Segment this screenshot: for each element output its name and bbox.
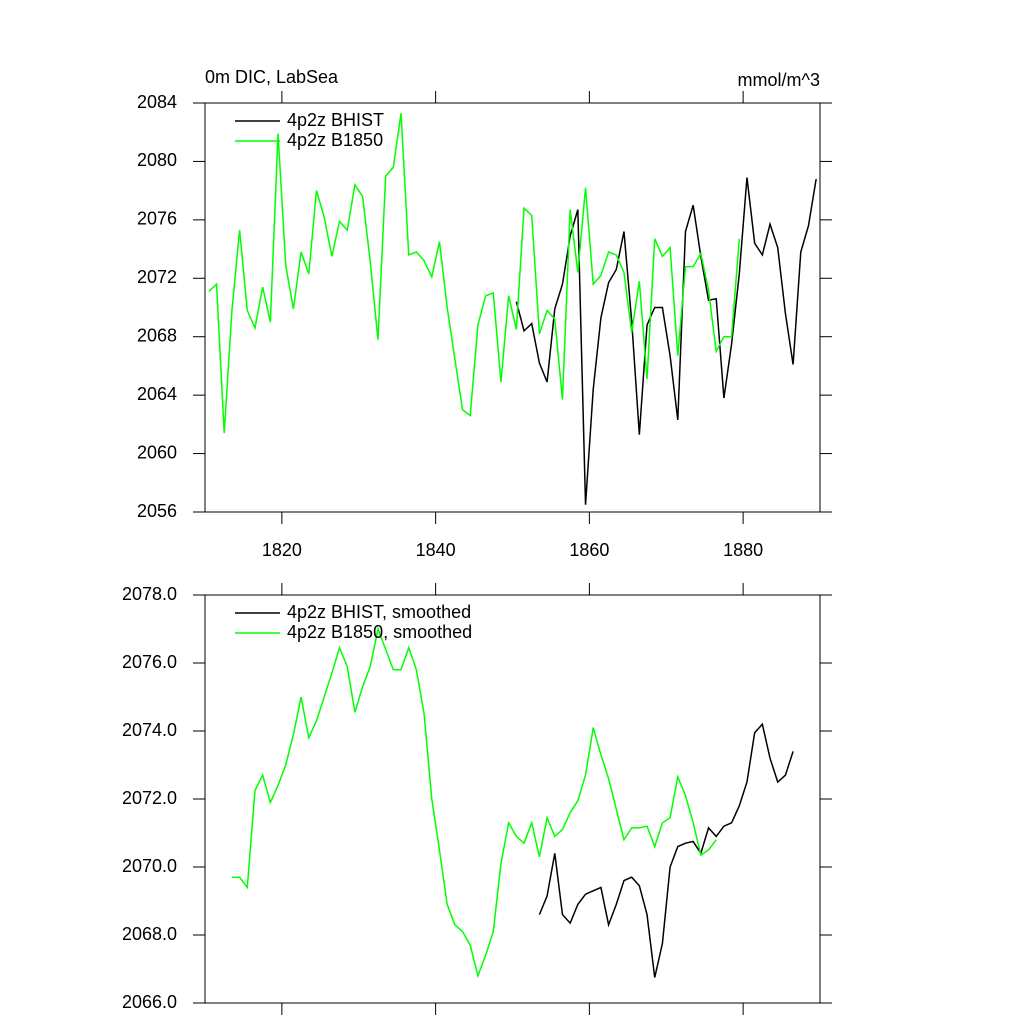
- legend-label: 4p2z BHIST: [287, 110, 384, 130]
- y-tick-label: 2074.0: [122, 720, 177, 740]
- y-tick-label: 2076.0: [122, 652, 177, 672]
- y-tick-label: 2060: [137, 442, 177, 462]
- y-tick-label: 2068: [137, 325, 177, 345]
- x-tick-label: 1860: [569, 540, 609, 560]
- data-line: [515, 177, 817, 505]
- data-line: [208, 113, 741, 434]
- plot-frame: [204, 102, 821, 513]
- x-tick-label: 1880: [723, 540, 763, 560]
- y-tick-label: 2066.0: [122, 992, 177, 1012]
- y-tick-label: 2078.0: [122, 584, 177, 604]
- plot-frame: [204, 594, 821, 1004]
- y-tick-label: 2070.0: [122, 856, 177, 876]
- data-line: [231, 626, 717, 979]
- y-tick-label: 2072.0: [122, 788, 177, 808]
- y-tick-label: 2084: [137, 92, 177, 112]
- x-tick-label: 1820: [262, 540, 302, 560]
- y-tick-label: 2056: [137, 501, 177, 521]
- legend-label: 4p2z B1850, smoothed: [287, 622, 472, 642]
- x-tick-label: 1840: [416, 540, 456, 560]
- chart-title: 0m DIC, LabSea: [205, 67, 339, 87]
- data-line: [538, 722, 794, 978]
- y-tick-label: 2076: [137, 209, 177, 229]
- legend-label: 4p2z B1850: [287, 130, 383, 150]
- y-tick-label: 2072: [137, 267, 177, 287]
- legend-label: 4p2z BHIST, smoothed: [287, 602, 471, 622]
- y-tick-label: 2068.0: [122, 924, 177, 944]
- y-tick-label: 2080: [137, 150, 177, 170]
- units-label: mmol/m^3: [738, 70, 820, 90]
- y-tick-label: 2064: [137, 384, 177, 404]
